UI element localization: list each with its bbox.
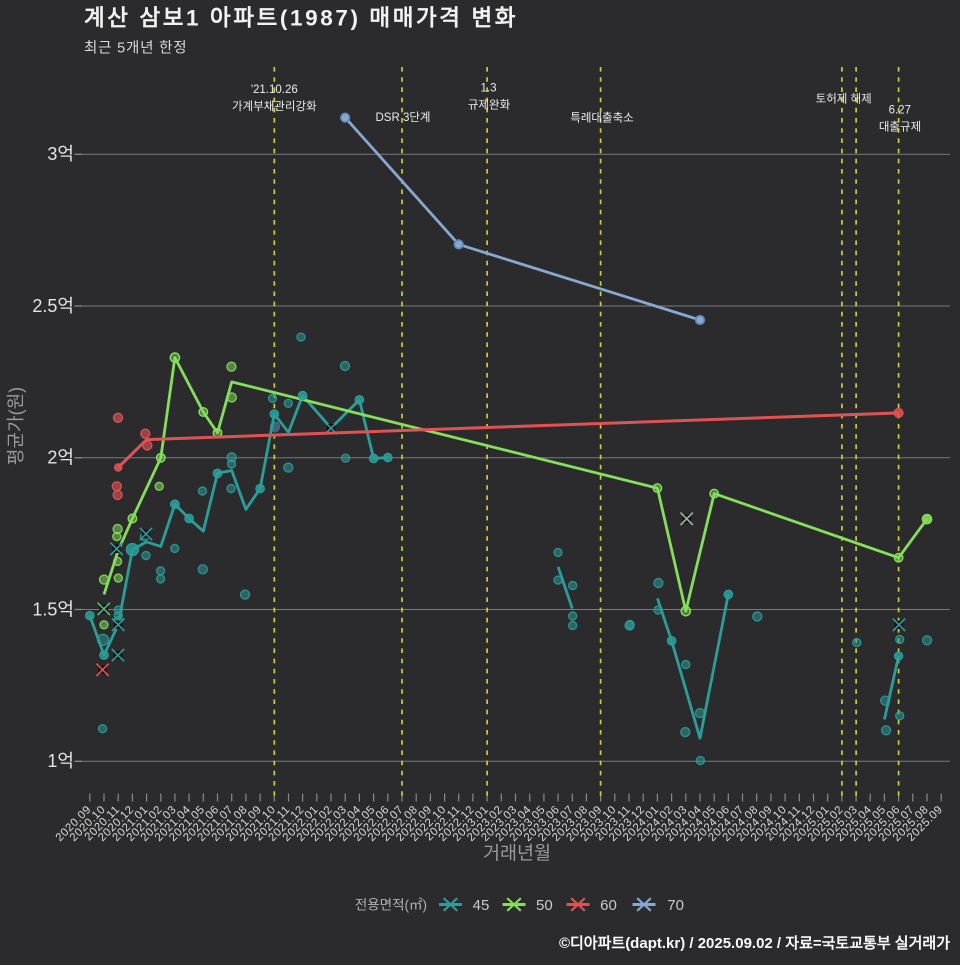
svg-text:계산 삼보1 아파트(1987) 매매가격 변화: 계산 삼보1 아파트(1987) 매매가격 변화 <box>84 6 518 31</box>
svg-text:최근 5개년 한정: 최근 5개년 한정 <box>84 40 187 57</box>
svg-text:토허제 해제: 토허제 해제 <box>816 93 872 106</box>
svg-text:대출규제: 대출규제 <box>879 121 921 134</box>
svg-text:1.5억: 1.5억 <box>32 599 74 619</box>
svg-text:DSR 3단계: DSR 3단계 <box>375 111 430 124</box>
svg-text:©디아파트(dapt.kr) / 2025.09.02 /: ©디아파트(dapt.kr) / 2025.09.02 / 자료=국토교통부 실… <box>559 935 950 952</box>
svg-text:70: 70 <box>667 897 684 914</box>
svg-text:60: 60 <box>600 897 617 914</box>
svg-text:1.3: 1.3 <box>481 83 497 95</box>
svg-text:1억: 1억 <box>47 751 74 771</box>
svg-text:규제완화: 규제완화 <box>468 99 511 112</box>
svg-text:3억: 3억 <box>47 144 74 164</box>
svg-text:거래년월: 거래년월 <box>483 843 551 864</box>
svg-text:2.5억: 2.5억 <box>32 296 74 316</box>
svg-text:특례대출축소: 특례대출축소 <box>570 112 633 125</box>
svg-text:평균가(원): 평균가(원) <box>6 387 26 465</box>
svg-text:45: 45 <box>473 897 490 914</box>
svg-text:가계부채관리강화: 가계부채관리강화 <box>232 100 317 113</box>
svg-text:50: 50 <box>536 897 553 914</box>
svg-text:2억: 2억 <box>47 448 74 468</box>
svg-text:6.27: 6.27 <box>889 105 911 117</box>
svg-text:'21.10.26: '21.10.26 <box>251 84 298 96</box>
svg-text:전용면적(㎡): 전용면적(㎡) <box>355 898 427 913</box>
